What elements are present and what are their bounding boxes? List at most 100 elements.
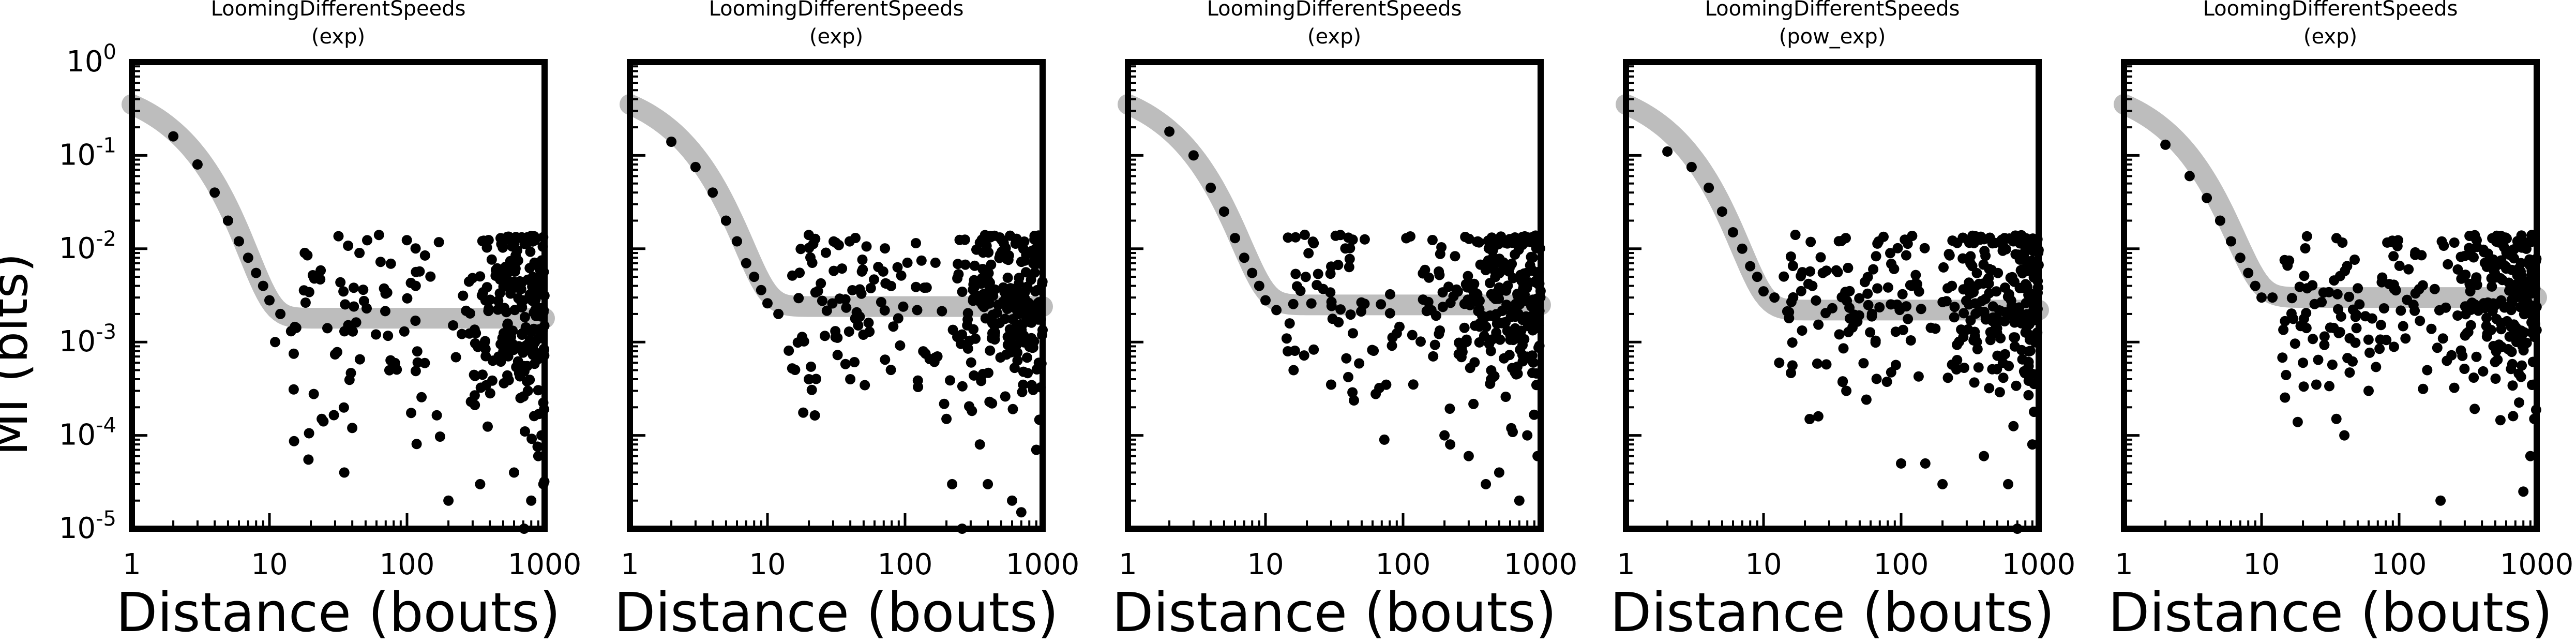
data-point bbox=[2333, 327, 2344, 338]
data-point bbox=[1901, 301, 1912, 312]
data-point bbox=[475, 479, 486, 489]
data-point bbox=[1886, 367, 1896, 378]
data-point bbox=[525, 231, 536, 242]
data-point bbox=[1491, 327, 1502, 338]
data-point bbox=[1290, 232, 1301, 243]
data-point bbox=[519, 312, 530, 322]
data-point bbox=[1007, 404, 1018, 414]
data-point bbox=[1956, 324, 1967, 335]
data-point bbox=[1995, 306, 2006, 316]
data-point bbox=[1459, 322, 1470, 333]
data-point bbox=[507, 325, 518, 336]
data-point bbox=[483, 421, 493, 432]
x-axis-label: Distance (bouts) bbox=[614, 581, 1058, 642]
data-point bbox=[1889, 263, 1900, 274]
data-point bbox=[845, 374, 856, 384]
data-point bbox=[1299, 350, 1309, 361]
data-point bbox=[720, 215, 731, 226]
data-point bbox=[1384, 308, 1395, 319]
data-point bbox=[2514, 291, 2525, 302]
data-point bbox=[511, 281, 522, 292]
data-point bbox=[412, 357, 423, 368]
data-point bbox=[1863, 300, 1874, 310]
data-point bbox=[1974, 278, 1984, 289]
data-point bbox=[2298, 381, 2309, 392]
data-point bbox=[1428, 351, 1439, 362]
data-point bbox=[1443, 281, 1454, 292]
data-point bbox=[1326, 296, 1337, 307]
chart-title: LoomingDifferentSpeeds bbox=[1207, 0, 1462, 21]
data-point bbox=[795, 244, 806, 255]
data-point bbox=[288, 384, 299, 395]
data-point bbox=[391, 364, 402, 375]
data-point bbox=[2509, 244, 2520, 255]
data-point bbox=[2521, 285, 2532, 296]
data-point bbox=[2184, 171, 2195, 182]
data-point bbox=[1474, 318, 1485, 329]
data-point bbox=[1865, 327, 1876, 338]
data-point bbox=[2384, 279, 2394, 290]
data-point bbox=[1980, 250, 1991, 261]
data-point bbox=[1779, 271, 1789, 282]
data-point bbox=[1472, 236, 1483, 247]
data-point bbox=[410, 366, 421, 377]
data-point bbox=[1510, 323, 1520, 334]
data-point bbox=[1031, 364, 1042, 375]
data-point bbox=[1510, 249, 1520, 260]
data-point bbox=[1916, 304, 1926, 315]
data-point bbox=[1961, 295, 1971, 306]
data-point bbox=[2513, 368, 2524, 379]
data-point bbox=[410, 243, 421, 254]
data-point bbox=[989, 330, 1000, 340]
data-point bbox=[1385, 289, 1395, 300]
data-point bbox=[1984, 383, 1995, 394]
data-point bbox=[2519, 302, 2530, 312]
data-point bbox=[861, 241, 872, 252]
data-point bbox=[1303, 248, 1314, 259]
data-point bbox=[2432, 342, 2443, 353]
data-point bbox=[2506, 321, 2517, 332]
data-point bbox=[1473, 306, 1484, 317]
data-point bbox=[732, 236, 742, 247]
data-point bbox=[1325, 287, 1336, 298]
data-point bbox=[1519, 334, 1530, 345]
data-point bbox=[902, 257, 913, 268]
data-point bbox=[2488, 341, 2499, 351]
data-point bbox=[964, 401, 974, 412]
data-point bbox=[707, 187, 718, 198]
data-point bbox=[1017, 386, 1028, 397]
data-point bbox=[1188, 150, 1199, 161]
data-point bbox=[2202, 192, 2212, 203]
data-point bbox=[2510, 279, 2521, 290]
data-point bbox=[895, 340, 906, 351]
data-point bbox=[509, 467, 519, 478]
data-point bbox=[1525, 260, 1535, 271]
data-point bbox=[876, 297, 886, 307]
data-point bbox=[258, 280, 268, 291]
data-point bbox=[1930, 323, 1941, 334]
x-tick-label: 1000 bbox=[508, 548, 582, 581]
data-point bbox=[809, 410, 820, 421]
data-point bbox=[2006, 307, 2016, 318]
data-point bbox=[1503, 266, 1514, 277]
data-point bbox=[1841, 385, 1852, 396]
data-point bbox=[981, 241, 992, 251]
data-point bbox=[1356, 306, 1366, 317]
data-point bbox=[1312, 280, 1322, 290]
chart-title: LoomingDifferentSpeeds bbox=[1705, 0, 1960, 21]
data-point bbox=[525, 326, 536, 337]
data-point bbox=[448, 320, 459, 331]
data-point bbox=[335, 277, 346, 288]
data-point bbox=[1985, 335, 1996, 346]
data-point bbox=[2418, 383, 2429, 394]
data-point bbox=[1979, 451, 1990, 461]
data-point bbox=[1434, 266, 1444, 277]
data-point bbox=[1468, 286, 1479, 296]
data-point bbox=[830, 332, 841, 342]
data-point bbox=[1786, 368, 1796, 378]
data-point bbox=[1970, 308, 1981, 319]
x-tick-label: 1000 bbox=[2002, 548, 2076, 581]
data-point bbox=[2289, 338, 2300, 349]
data-point bbox=[2471, 351, 2482, 362]
data-point bbox=[932, 351, 943, 362]
